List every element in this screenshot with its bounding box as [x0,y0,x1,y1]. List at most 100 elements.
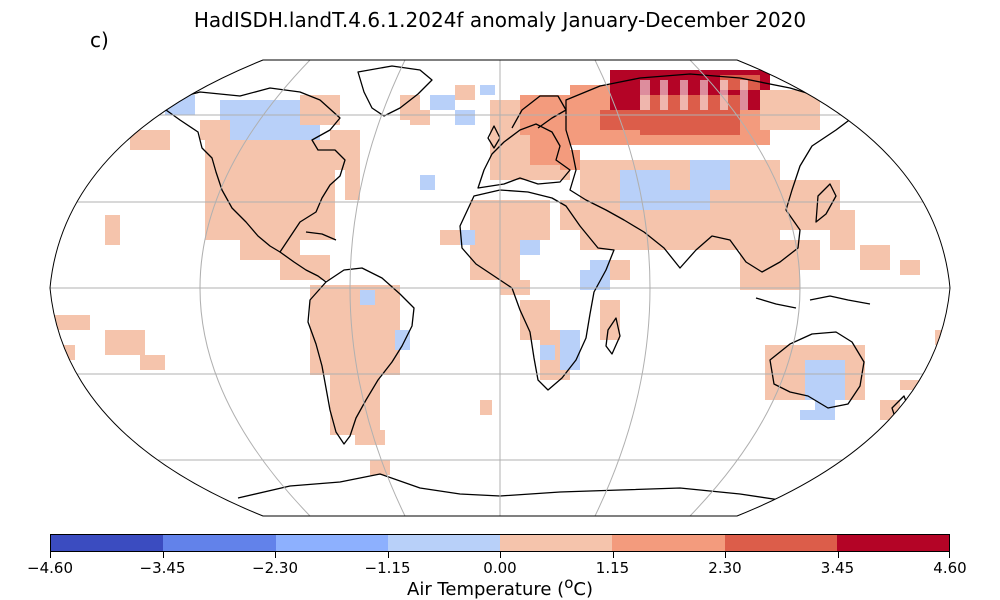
colorbar [50,534,950,552]
coastline-south-america [307,267,415,445]
colorbar-segment [51,535,164,551]
colorbar-segment [387,535,500,551]
anomaly-cell [470,240,520,280]
colorbar-tick-label: 0.00 [483,559,517,577]
anomaly-cell [140,355,165,370]
map-boundary [49,59,951,517]
coastline-africa [459,189,615,391]
colorbar-ticks [50,552,950,560]
meridian-line [594,60,651,516]
anomaly-cell [490,100,515,115]
panel-label: c) [90,28,109,52]
coastline-madagascar [605,317,621,355]
colorbar-label: Air Temperature (oC) [407,574,593,600]
graticule [50,60,950,516]
coastline-antarctica [237,473,781,501]
anomaly-cell [420,175,435,190]
anomaly-cell [780,240,820,270]
colorbar-segment [275,535,388,551]
anomaly-cell [460,230,475,245]
coastline-cuba [305,231,337,241]
colorbar-segment [612,535,725,551]
missing-data-gap [680,80,688,110]
anomaly-cell [410,110,430,125]
colorbar-tick-label: −3.45 [139,559,186,577]
anomaly-cell [60,345,75,360]
anomaly-cell [760,90,820,130]
anomaly-cell [900,260,920,275]
colorbar-tick [500,552,501,558]
anomaly-cell [560,330,580,370]
colorbar-tick-label: 2.30 [708,559,742,577]
colorbar-tick [725,552,726,558]
missing-data-gap [640,80,650,110]
anomaly-cell [105,215,120,245]
anomaly-cell [200,120,230,140]
colorbar-tick-label: 4.60 [933,559,967,577]
colorbar-tick [275,552,276,558]
anomaly-cell [280,255,330,280]
colorbar-tick-label: 3.45 [820,559,855,577]
anomaly-cell [130,130,170,150]
anomaly-cell [430,95,455,110]
meridian-line [349,60,406,516]
colorbar-tick-label: −1.15 [364,559,411,577]
coastline-japan [815,183,837,223]
anomaly-cell [320,300,335,315]
anomaly-cell [455,110,475,125]
colorbar-tick [949,552,950,558]
anomaly-cell [800,410,835,420]
anomaly-cell [805,360,845,400]
anomaly-cell [815,395,835,410]
anomaly-cell [310,285,400,375]
anomaly-cell [55,315,90,330]
colorbar-tick-label: 1.15 [595,559,630,577]
coastline-north-america [165,87,346,253]
anomaly-cell [355,430,385,445]
colorbar-segment [836,535,949,551]
robinson-map [49,59,951,517]
anomaly-cell [395,330,410,350]
anomaly-cell [600,300,620,340]
meridian-line [689,60,801,516]
anomaly-cell [105,330,145,355]
anomaly-cell [480,400,492,415]
colorbar-tick [387,552,389,558]
meridian-line [199,60,311,516]
colorbar-tick-label: −2.30 [252,559,298,577]
colorbar-tick [50,552,51,558]
coastline-greenland [357,65,433,117]
coastline-central-america [279,251,327,283]
anomaly-cell [330,375,380,435]
anomaly-cell [520,240,540,255]
anomaly-grid-cells [55,70,950,475]
anomaly-cell [205,140,335,240]
anomaly-cell [370,460,390,475]
colorbar-tick-label: −4.60 [27,559,73,577]
coastline-indonesia [755,295,871,309]
anomaly-cell [470,200,550,240]
anomaly-cell [455,85,475,100]
anomaly-cell [560,150,580,170]
missing-data-gap [700,80,708,110]
anomaly-cell [540,345,555,360]
anomaly-cell [480,85,495,95]
anomaly-cell [360,290,375,305]
missing-data-gap [720,80,728,110]
anomaly-cell [610,260,630,280]
coastline-scandinavia [511,95,567,129]
anomaly-cell [345,170,360,200]
anomaly-cell [830,210,855,250]
coastline-australia [769,331,865,409]
missing-data-gap [740,80,748,110]
map-title: HadISDH.landT.4.6.1.2024f anomaly Januar… [193,8,807,32]
anomaly-cell [860,245,890,270]
colorbar-tick [612,552,614,558]
colorbar-tick [162,552,164,558]
colorbar-segment [724,535,837,551]
colorbar-segment [163,535,276,551]
anomaly-cell [690,160,730,190]
colorbar-tick [837,552,839,558]
colorbar-segment [500,535,613,551]
coastline-europe [477,123,571,189]
